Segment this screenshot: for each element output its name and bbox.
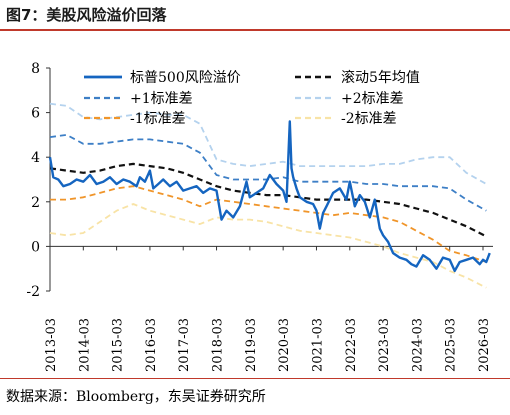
y-tick-label: -2 [26,284,40,300]
legend-label-1: 滚动5年均值 [341,69,420,86]
figure-title: 图7：美股风险溢价回落 [6,6,167,24]
x-tick-label: 2018-03 [211,318,226,372]
title-divider [0,29,510,31]
series-line-4 [50,185,487,263]
chart-legend: 标普500风险溢价 滚动5年均值 +1标准差 +2标准差 -1标准差 -2标准差 [84,69,420,127]
x-tick-label: 2024-03 [410,318,425,372]
source-divider [0,378,510,379]
legend-label-0: 标普500风险溢价 [130,70,241,86]
x-tick-label: 2016-03 [144,318,159,372]
y-tick-label: 4 [31,150,40,166]
x-tick-label: 2022-03 [344,318,359,372]
legend-label-2: +1标准差 [130,91,193,107]
x-tick-label: 2013-03 [44,318,59,372]
line-chart: -2 0 2 4 6 8 2013-03 2014-03 2015-03 2016-03 2017-… [26,61,493,372]
chart-series [48,102,491,289]
x-tick-label: 2019-03 [244,318,259,372]
series-line-2 [49,134,487,212]
series-line-3 [49,102,487,185]
legend-label-5: -2标准差 [341,111,397,127]
series-line-0 [48,120,491,273]
x-tick-label: 2021-03 [310,318,325,372]
x-tick-label: 2014-03 [77,318,92,372]
legend-label-4: -1标准差 [130,111,186,127]
y-tick-label: 6 [31,106,40,122]
x-tick-label: 2017-03 [177,318,192,372]
source-note: 数据来源：Bloomberg，东吴证券研究所 [6,389,266,405]
legend-label-3: +2标准差 [341,91,404,107]
x-tick-label: 2023-03 [377,318,392,372]
series-line-1 [49,162,487,238]
y-tick-label: 0 [31,239,40,255]
chart-axes: -2 0 2 4 6 8 2013-03 2014-03 2015-03 2016-03 2017-… [26,61,493,372]
y-tick-label: 2 [31,195,40,211]
series-line-5 [49,203,487,289]
x-tick-label: 2026-03 [477,318,492,372]
x-tick-label: 2015-03 [111,318,126,372]
y-tick-label: 8 [31,61,40,77]
x-tick-label: 2025-03 [444,318,459,372]
x-tick-label: 2020-03 [277,318,292,372]
